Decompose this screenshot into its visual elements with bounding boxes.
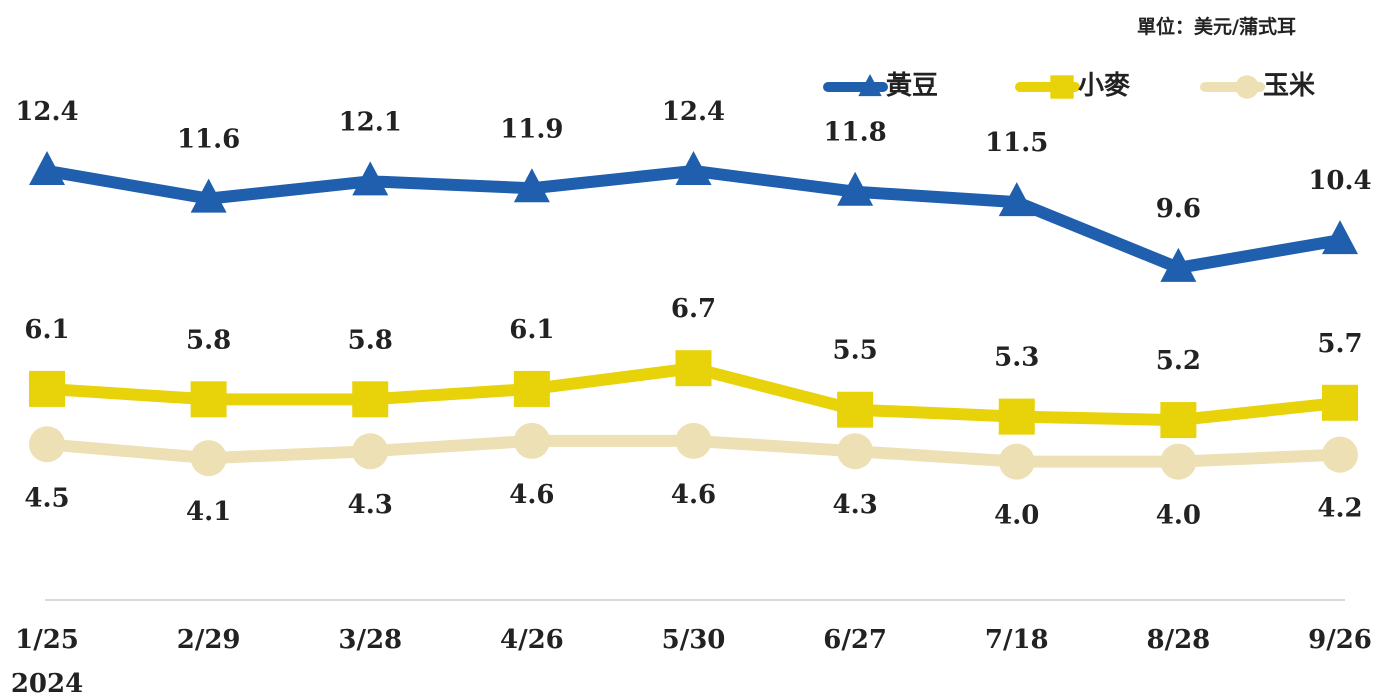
data-label: 5.3 <box>994 343 1039 373</box>
marker <box>29 150 65 185</box>
data-label: 6.7 <box>671 294 716 324</box>
marker <box>29 370 65 407</box>
data-label: 4.3 <box>348 490 393 520</box>
data-label: 5.8 <box>186 325 231 355</box>
data-label: 12.4 <box>662 97 725 127</box>
data-label: 4.6 <box>509 480 554 510</box>
marker <box>352 433 389 470</box>
x-tick-label: 9/26 <box>1308 625 1372 655</box>
marker <box>190 381 227 418</box>
marker <box>1160 247 1197 282</box>
marker <box>513 168 550 203</box>
legend-label: 黃豆 <box>886 71 938 101</box>
data-label: 12.1 <box>339 107 402 137</box>
data-label: 11.5 <box>985 128 1048 158</box>
legend-label: 玉米 <box>1263 71 1315 101</box>
data-label: 5.7 <box>1317 329 1362 359</box>
marker <box>675 350 712 387</box>
x-tick-label: 4/26 <box>500 625 564 655</box>
marker <box>1160 443 1197 480</box>
marker <box>352 381 389 418</box>
marker <box>513 370 550 407</box>
x-tick-label: 3/28 <box>338 625 402 655</box>
data-label: 9.6 <box>1156 194 1201 224</box>
data-label: 4.0 <box>1156 501 1201 531</box>
data-label: 11.6 <box>177 125 240 155</box>
marker <box>837 171 874 206</box>
marker <box>675 422 712 459</box>
data-label: 5.8 <box>348 325 393 355</box>
marker <box>998 398 1035 435</box>
x-tick-label: 7/18 <box>985 625 1049 655</box>
data-label: 11.9 <box>500 114 563 144</box>
data-label: 4.5 <box>24 483 69 513</box>
data-label: 5.5 <box>833 336 878 366</box>
x-tick-label: 2/29 <box>177 625 241 655</box>
unit-note: 單位：美元/蒲式耳 <box>1137 15 1296 38</box>
marker <box>1322 436 1358 473</box>
series-line <box>45 164 1342 274</box>
marker <box>513 422 550 459</box>
marker <box>837 433 874 470</box>
data-label: 6.1 <box>509 315 554 345</box>
marker <box>352 161 389 196</box>
marker <box>1235 75 1259 99</box>
data-label: 4.1 <box>186 497 231 527</box>
year-label: 2024 <box>11 669 83 699</box>
marker <box>1050 75 1074 99</box>
marker <box>1322 384 1358 421</box>
marker <box>190 440 227 477</box>
x-tick-label: 5/30 <box>662 625 726 655</box>
marker <box>998 443 1035 480</box>
x-tick-label: 6/27 <box>823 625 887 655</box>
data-label: 11.8 <box>823 118 886 148</box>
data-label: 10.4 <box>1308 166 1371 196</box>
data-label: 4.6 <box>671 480 716 510</box>
marker <box>675 150 712 185</box>
marker <box>837 391 874 428</box>
data-label: 4.2 <box>1317 494 1362 524</box>
data-label: 6.1 <box>24 315 69 345</box>
data-label: 12.4 <box>15 97 78 127</box>
x-tick-label: 1/25 <box>15 625 79 655</box>
data-label: 4.3 <box>833 490 878 520</box>
marker <box>998 182 1035 217</box>
marker <box>1322 220 1358 255</box>
data-label: 4.0 <box>994 501 1039 531</box>
marker <box>29 426 65 463</box>
marker <box>190 178 227 213</box>
marker <box>858 74 882 97</box>
data-label: 5.2 <box>1156 346 1201 376</box>
x-tick-label: 8/28 <box>1146 625 1210 655</box>
legend-label: 小麥 <box>1078 71 1131 101</box>
marker <box>1160 402 1197 439</box>
